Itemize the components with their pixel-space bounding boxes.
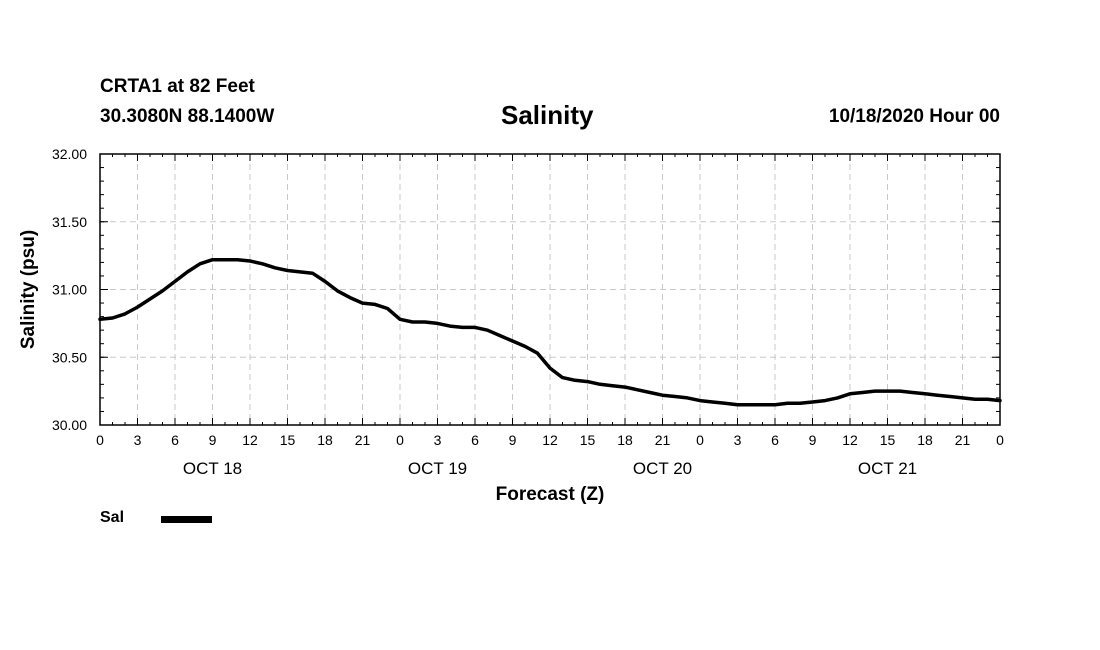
day-label: OCT 19 [408, 459, 467, 478]
series-layer [98, 257, 1002, 407]
salinity-series-line [98, 257, 1002, 407]
y-tick-label: 31.50 [52, 214, 87, 230]
x-tick-label: 6 [171, 432, 179, 448]
x-tick-label: 15 [880, 432, 896, 448]
x-tick-label: 6 [471, 432, 479, 448]
legend-label: Sal [100, 509, 125, 526]
x-tick-label: 0 [696, 432, 704, 448]
grid-lines [100, 154, 1000, 425]
x-tick-label: 3 [734, 432, 742, 448]
x-tick-label: 9 [809, 432, 817, 448]
x-tick-label: 21 [355, 432, 371, 448]
x-tick-label: 12 [842, 432, 858, 448]
x-tick-label: 21 [955, 432, 971, 448]
x-tick-label: 15 [580, 432, 596, 448]
x-tick-label: 18 [317, 432, 333, 448]
legend-swatch [161, 516, 212, 523]
x-tick-label: 3 [434, 432, 442, 448]
coordinates-label: 30.3080N 88.1400W [100, 106, 275, 127]
x-tick-label: 3 [134, 432, 142, 448]
x-tick-label: 0 [96, 432, 104, 448]
x-tick-label: 9 [209, 432, 217, 448]
x-tick-label: 12 [242, 432, 258, 448]
chart-title: Salinity [501, 100, 594, 130]
axes [99, 153, 1001, 426]
x-tick-label: 15 [280, 432, 296, 448]
x-tick-label: 0 [996, 432, 1004, 448]
x-tick-label: 12 [542, 432, 558, 448]
forecast-datetime: 10/18/2020 Hour 00 [828, 106, 1000, 127]
x-axis-title: Forecast (Z) [496, 484, 605, 505]
y-axis-title: Salinity (psu) [18, 230, 39, 349]
x-tick-label: 21 [655, 432, 671, 448]
x-tick-label: 18 [917, 432, 933, 448]
day-label: OCT 18 [183, 459, 242, 478]
x-tick-label: 6 [771, 432, 779, 448]
x-tick-label: 0 [396, 432, 404, 448]
day-label: OCT 21 [858, 459, 917, 478]
x-tick-label: 9 [509, 432, 517, 448]
axis-labels: 0 3 6 9 12 15 18 21 0 3 6 9 12 15 18 21 0 3 6 9 12 15 18 21 0 30.… [18, 146, 1004, 505]
y-tick-label: 30.50 [52, 349, 87, 365]
y-tick-label: 30.00 [52, 417, 87, 433]
y-tick-label: 32.00 [52, 146, 87, 162]
station-label: CRTA1 at 82 Feet [100, 76, 255, 97]
x-tick-label: 18 [617, 432, 633, 448]
y-tick-label: 31.00 [52, 282, 87, 298]
day-label: OCT 20 [633, 459, 692, 478]
plot-frame [99, 153, 1001, 426]
